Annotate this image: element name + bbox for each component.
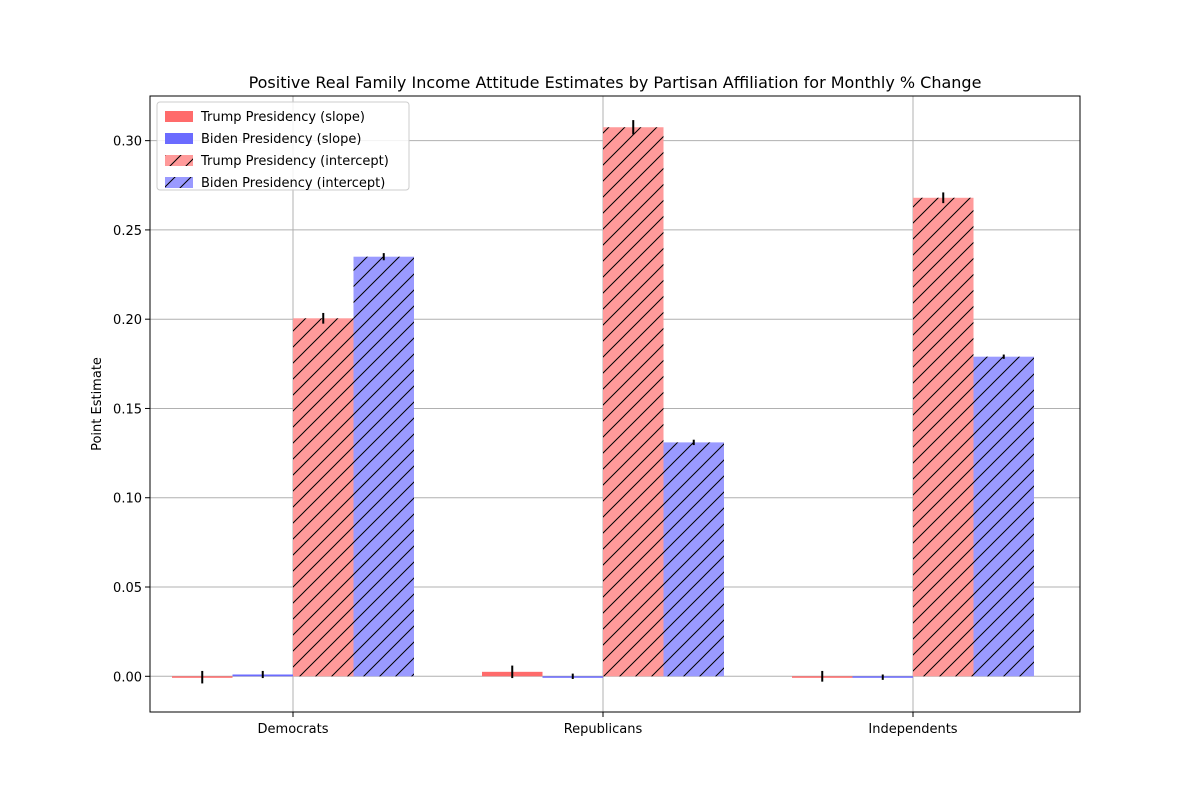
x-tick-label: Independents <box>868 722 957 737</box>
y-tick-label: 0.10 <box>113 492 142 507</box>
bar-hatch <box>293 318 354 677</box>
legend: Trump Presidency (slope) Biden Presidency… <box>156 101 410 191</box>
bar-hatch <box>603 127 664 677</box>
bar-hatch <box>913 197 974 677</box>
legend-entry: Trump Presidency (intercept) <box>200 154 389 169</box>
y-tick-label: 0.15 <box>113 402 142 417</box>
bar-hatch <box>973 356 1034 677</box>
y-tick-label: 0.30 <box>113 135 142 150</box>
plot-frame <box>149 95 1081 713</box>
x-tick-label: Republicans <box>564 722 643 737</box>
y-tick-label: 0.05 <box>113 581 142 596</box>
legend-swatch <box>165 133 193 144</box>
legend-swatch <box>165 111 193 122</box>
legend-box <box>156 101 410 191</box>
legend-swatch-hatch <box>165 155 193 166</box>
chart-title: Positive Real Family Income Attitude Est… <box>249 73 982 92</box>
y-tick-label: 0.20 <box>113 313 142 328</box>
x-tick-label: Democrats <box>258 722 329 737</box>
legend-swatch-hatch <box>165 177 193 188</box>
y-tick-label: 0.25 <box>113 224 142 239</box>
y-axis-label: Point Estimate <box>90 357 105 451</box>
error-bars-layer <box>201 120 1005 684</box>
legend-entry: Biden Presidency (slope) <box>201 132 361 147</box>
legend-entry: Trump Presidency (slope) <box>200 110 365 125</box>
legend-entry: Biden Presidency (intercept) <box>201 176 385 191</box>
bar-hatch <box>663 442 724 677</box>
ticks-layer: 0.00 0.05 0.10 0.15 0.20 0.25 0.30 Democrats Rep… <box>113 135 958 737</box>
bars-layer <box>172 127 1034 678</box>
y-tick-label: 0.00 <box>113 670 142 685</box>
bar-hatch <box>353 256 414 677</box>
